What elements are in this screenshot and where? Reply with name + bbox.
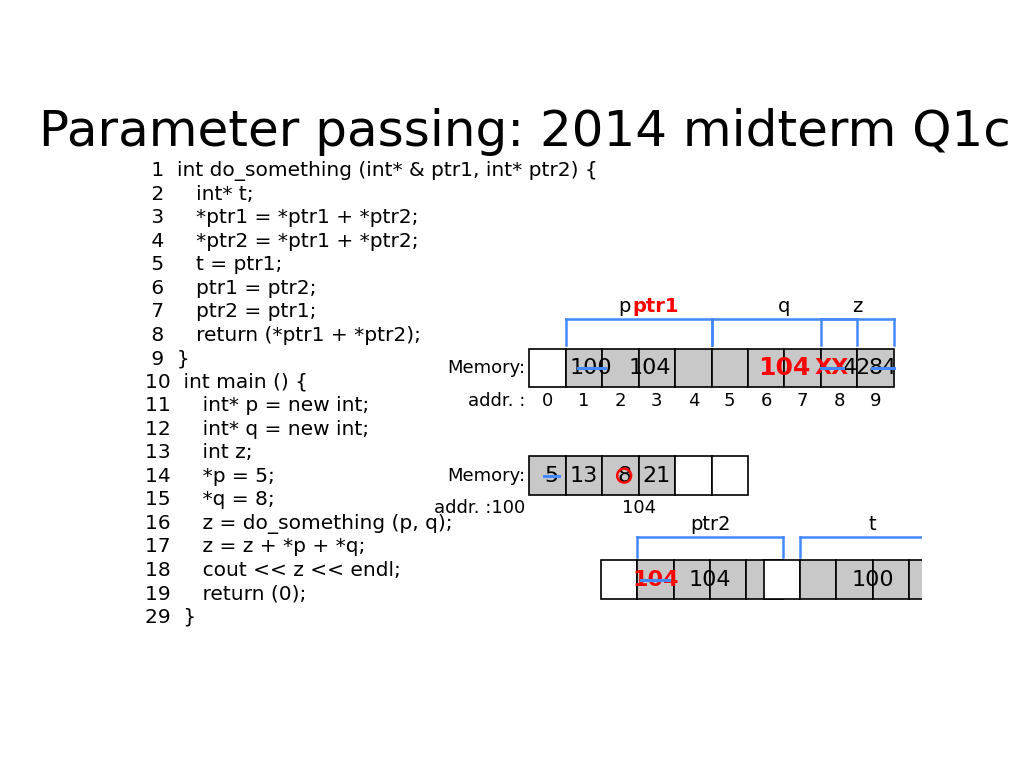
Bar bbox=[566, 456, 602, 495]
Text: 2     int* t;: 2 int* t; bbox=[145, 185, 254, 204]
Text: 8: 8 bbox=[834, 392, 845, 409]
Bar bbox=[857, 349, 894, 387]
Text: 4: 4 bbox=[687, 392, 699, 409]
Text: Memory:: Memory: bbox=[447, 467, 525, 485]
Text: 8     return (*ptr1 + *ptr2);: 8 return (*ptr1 + *ptr2); bbox=[145, 326, 421, 345]
Text: 3     *ptr1 = *ptr1 + *ptr2;: 3 *ptr1 = *ptr1 + *ptr2; bbox=[145, 208, 419, 227]
Bar bbox=[800, 561, 837, 599]
Text: 16     z = do_something (p, q);: 16 z = do_something (p, q); bbox=[145, 514, 453, 534]
Text: 6: 6 bbox=[761, 392, 772, 409]
Bar bbox=[529, 349, 566, 387]
Bar bbox=[748, 349, 784, 387]
Text: 104: 104 bbox=[632, 570, 679, 590]
Bar bbox=[712, 456, 748, 495]
Text: 100: 100 bbox=[852, 570, 894, 590]
Text: addr. :: addr. : bbox=[468, 392, 525, 409]
Text: t: t bbox=[869, 515, 877, 534]
Text: 8: 8 bbox=[617, 465, 631, 485]
Bar bbox=[602, 456, 639, 495]
Bar bbox=[764, 561, 800, 599]
Text: 19     return (0);: 19 return (0); bbox=[145, 584, 306, 603]
Text: 18     cout << z << endl;: 18 cout << z << endl; bbox=[145, 561, 401, 580]
Bar bbox=[566, 349, 602, 387]
Text: 104: 104 bbox=[758, 356, 811, 380]
Bar bbox=[746, 561, 783, 599]
Text: 5     t = ptr1;: 5 t = ptr1; bbox=[145, 256, 283, 274]
Text: Memory:: Memory: bbox=[447, 359, 525, 377]
Text: 14     *p = 5;: 14 *p = 5; bbox=[145, 467, 274, 486]
Bar bbox=[529, 456, 566, 495]
Bar bbox=[602, 349, 639, 387]
Text: 5: 5 bbox=[544, 465, 558, 485]
Text: 0: 0 bbox=[542, 392, 553, 409]
Bar bbox=[837, 561, 872, 599]
Text: 100: 100 bbox=[570, 358, 612, 378]
Text: 3: 3 bbox=[651, 392, 663, 409]
Bar bbox=[710, 561, 746, 599]
Text: 1  int do_something (int* & ptr1, int* ptr2) {: 1 int do_something (int* & ptr1, int* pt… bbox=[145, 161, 598, 181]
Bar bbox=[674, 561, 710, 599]
Bar bbox=[637, 561, 674, 599]
Text: 21: 21 bbox=[643, 465, 671, 485]
Text: 17     z = z + *p + *q;: 17 z = z + *p + *q; bbox=[145, 538, 366, 556]
Text: 29  }: 29 } bbox=[145, 607, 197, 627]
Bar bbox=[639, 456, 675, 495]
Bar bbox=[909, 561, 945, 599]
Bar bbox=[821, 349, 857, 387]
Bar bbox=[675, 349, 712, 387]
Text: 104: 104 bbox=[689, 570, 731, 590]
Text: 12     int* q = new int;: 12 int* q = new int; bbox=[145, 420, 370, 439]
Text: 11     int* p = new int;: 11 int* p = new int; bbox=[145, 396, 370, 415]
Text: 13     int z;: 13 int z; bbox=[145, 443, 253, 462]
Text: addr. :100: addr. :100 bbox=[434, 499, 525, 518]
Text: ptr1: ptr1 bbox=[633, 297, 679, 316]
Text: q: q bbox=[778, 297, 791, 316]
Text: 5: 5 bbox=[724, 392, 735, 409]
Text: p: p bbox=[618, 297, 631, 316]
Bar bbox=[639, 349, 675, 387]
Bar bbox=[601, 561, 637, 599]
Text: 104: 104 bbox=[629, 358, 671, 378]
Text: z: z bbox=[852, 297, 862, 316]
Text: 84: 84 bbox=[868, 358, 897, 378]
Text: XX: XX bbox=[815, 358, 849, 378]
Text: 13: 13 bbox=[570, 465, 598, 485]
Text: ptr2: ptr2 bbox=[690, 515, 730, 534]
Bar bbox=[712, 349, 748, 387]
Text: 2: 2 bbox=[614, 392, 627, 409]
Text: 4     *ptr2 = *ptr1 + *ptr2;: 4 *ptr2 = *ptr1 + *ptr2; bbox=[145, 232, 419, 251]
Text: Parameter passing: 2014 midterm Q1c: Parameter passing: 2014 midterm Q1c bbox=[39, 108, 1011, 156]
Text: 9: 9 bbox=[869, 392, 882, 409]
Text: 7: 7 bbox=[797, 392, 808, 409]
Text: 15     *q = 8;: 15 *q = 8; bbox=[145, 490, 274, 509]
Bar bbox=[784, 349, 821, 387]
Text: 7     ptr2 = ptr1;: 7 ptr2 = ptr1; bbox=[145, 303, 316, 321]
Bar bbox=[872, 561, 909, 599]
Text: 42: 42 bbox=[843, 358, 871, 378]
Text: 10  int main () {: 10 int main () { bbox=[145, 372, 308, 392]
Text: 9  }: 9 } bbox=[145, 349, 189, 369]
Text: 104: 104 bbox=[622, 499, 655, 518]
Bar bbox=[675, 456, 712, 495]
Text: 6     ptr1 = ptr2;: 6 ptr1 = ptr2; bbox=[145, 279, 316, 298]
Text: 1: 1 bbox=[579, 392, 590, 409]
